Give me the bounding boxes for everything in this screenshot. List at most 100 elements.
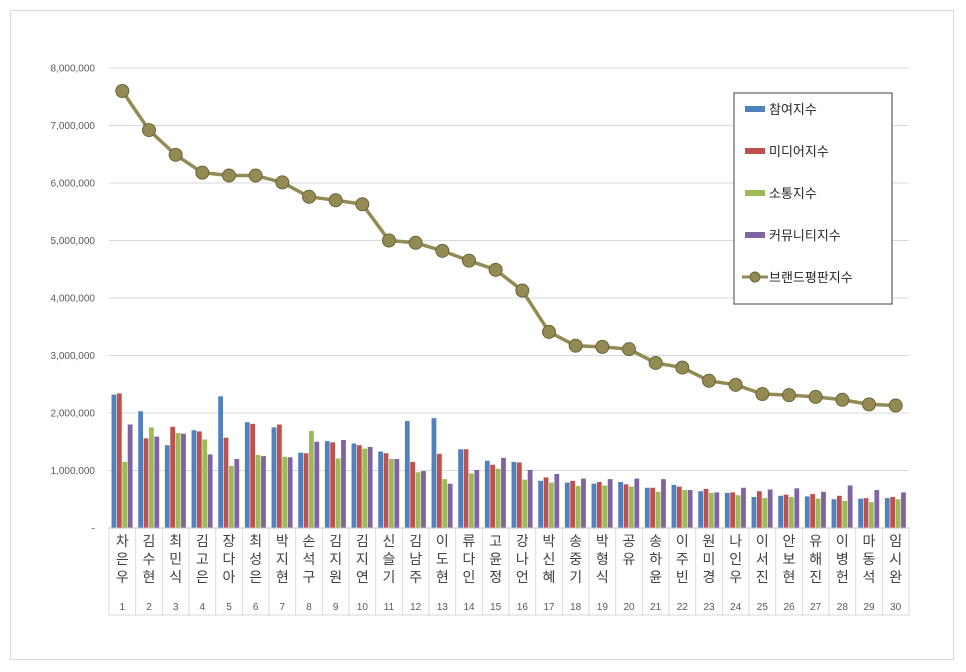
y-tick-label: 4,000,000 xyxy=(51,294,96,305)
x-rank-label: 6 xyxy=(253,602,259,613)
bar xyxy=(650,487,656,528)
bar xyxy=(756,491,762,528)
bar xyxy=(789,496,794,528)
line-point xyxy=(808,389,823,404)
bar xyxy=(250,423,256,528)
line-point xyxy=(248,168,263,183)
bar xyxy=(836,495,842,528)
bar xyxy=(229,465,234,528)
y-tick-label: 3,000,000 xyxy=(51,351,96,362)
x-rank-label: 8 xyxy=(306,602,312,613)
y-tick-label: 6,000,000 xyxy=(51,179,96,190)
line-point xyxy=(195,165,210,180)
bar xyxy=(469,473,474,528)
line-point xyxy=(115,84,130,98)
line-point xyxy=(835,392,850,407)
bar xyxy=(341,440,346,528)
bar xyxy=(682,490,688,528)
x-rank-label: 23 xyxy=(703,602,715,613)
y-tick-label: 5,000,000 xyxy=(51,236,96,247)
bar xyxy=(644,487,650,528)
bar xyxy=(842,500,848,528)
chart: - 1,000,000 2,000,000 3,000,000 4,000,000 5,0… xyxy=(51,64,910,616)
x-rank-label: 9 xyxy=(333,602,339,613)
bar xyxy=(709,492,714,528)
bar xyxy=(335,458,341,528)
bar xyxy=(581,478,586,528)
y-axis: - 1,000,000 2,000,000 3,000,000 4,000,000 5,0… xyxy=(51,64,96,535)
bar xyxy=(143,438,149,528)
bar xyxy=(164,445,170,528)
bar xyxy=(623,484,629,528)
bar xyxy=(821,491,826,528)
line-point xyxy=(515,283,530,298)
bar xyxy=(724,492,730,528)
line-point xyxy=(275,175,290,190)
bar xyxy=(575,486,581,528)
bar xyxy=(447,483,453,528)
legend-swatch xyxy=(745,106,765,112)
bar xyxy=(831,499,837,528)
bar xyxy=(543,477,549,528)
bar xyxy=(629,486,634,528)
x-rank-label: 14 xyxy=(463,602,475,613)
line-point xyxy=(435,243,450,258)
bar xyxy=(261,456,266,528)
bar xyxy=(330,442,336,528)
bar xyxy=(287,457,293,528)
bar xyxy=(602,485,608,528)
bar xyxy=(874,490,880,528)
bar xyxy=(570,480,576,528)
x-rank-label: 13 xyxy=(437,602,449,613)
line-point xyxy=(728,377,743,392)
bar xyxy=(527,469,533,528)
bar xyxy=(356,445,362,528)
bar xyxy=(676,486,682,528)
bars xyxy=(111,393,906,528)
bar xyxy=(884,498,890,528)
x-rank-label: 27 xyxy=(810,602,822,613)
x-axis: 차 은 우 1 김 수 현 2 최 민 식 3 김 고 은 4 장 다 아 5 최 성 은 6 박 지 현 7 손 석 구 8 김 지 원 9 김 지 연 1… xyxy=(108,527,910,616)
line-point xyxy=(568,338,583,353)
bar xyxy=(362,448,368,528)
bar xyxy=(741,487,746,528)
legend-label: 미디어지수 xyxy=(769,144,829,159)
bar xyxy=(127,424,133,528)
line-point xyxy=(488,262,503,277)
y-tick-label: 8,000,000 xyxy=(51,64,96,75)
bar xyxy=(367,446,373,528)
bar xyxy=(783,494,789,528)
bar xyxy=(442,479,448,528)
x-rank-label: 28 xyxy=(837,602,849,613)
bar xyxy=(218,396,223,528)
bar xyxy=(303,453,309,528)
bar xyxy=(714,492,720,528)
bar xyxy=(607,479,613,528)
line-point xyxy=(702,373,716,388)
x-rank-label: 29 xyxy=(863,602,875,613)
bar xyxy=(890,496,896,528)
bar xyxy=(191,430,197,528)
legend-label: 브랜드평판지수 xyxy=(769,270,853,285)
bar xyxy=(901,492,906,528)
bar xyxy=(298,452,303,528)
x-rank-label: 12 xyxy=(410,602,422,613)
legend-label: 소통지수 xyxy=(769,186,817,201)
bar xyxy=(484,460,490,528)
line-point xyxy=(302,189,316,204)
legend-swatch xyxy=(745,148,765,154)
line-point xyxy=(542,324,556,339)
bar xyxy=(394,459,400,528)
